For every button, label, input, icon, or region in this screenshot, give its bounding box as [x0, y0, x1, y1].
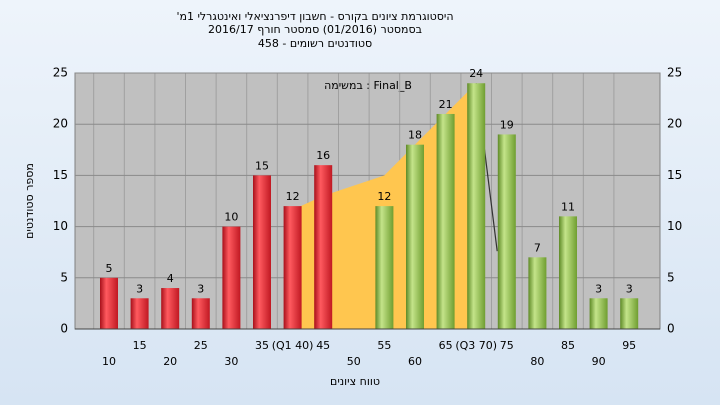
x-tick-label: (Q3 70): [455, 339, 497, 352]
title-line: היסטוגרמת ציונים בקורס - חשבון דיפרנציאל…: [176, 10, 453, 23]
y2-tick-label: 20: [667, 117, 682, 131]
y-axis-label: מספר סטודנטים: [23, 163, 36, 239]
x-tick-label: 25: [194, 339, 208, 352]
y-tick-label: 20: [53, 117, 68, 131]
value-label: 5: [106, 262, 113, 275]
x-tick-label: 80: [530, 355, 544, 368]
value-label: 10: [224, 211, 238, 224]
bar: [191, 298, 210, 329]
value-label: 12: [286, 190, 300, 203]
bar: [497, 134, 516, 329]
value-label: 21: [439, 98, 453, 111]
bar: [589, 298, 608, 329]
value-label: 3: [626, 282, 633, 295]
x-tick-label: 65: [439, 339, 453, 352]
bar: [436, 113, 455, 330]
x-tick-label: 95: [622, 339, 636, 352]
bar: [283, 206, 302, 329]
x-tick-label: 50: [347, 355, 361, 368]
x-tick-label: (Q1 40): [272, 339, 314, 352]
y-tick-label: 10: [53, 219, 68, 233]
title-line: בסמסטר (01/2016) סמסטר חורף 2016/17: [208, 23, 422, 36]
y-tick-label: 5: [60, 270, 68, 284]
value-label: 12: [377, 190, 391, 203]
y2-tick-label: 10: [667, 219, 682, 233]
value-label: 15: [255, 159, 269, 172]
x-tick-label: 90: [592, 355, 606, 368]
x-tick-label: 10: [102, 355, 116, 368]
value-label: 24: [469, 67, 483, 80]
y2-tick-label: 0: [667, 322, 675, 336]
y2-tick-label: 25: [667, 66, 682, 80]
y2-tick-label: 15: [667, 168, 682, 182]
x-tick-label: 15: [133, 339, 147, 352]
value-label: 3: [197, 282, 204, 295]
x-tick-label: 60: [408, 355, 422, 368]
value-label: 3: [595, 282, 602, 295]
bar: [100, 277, 118, 329]
bar: [559, 216, 577, 329]
bar: [467, 83, 486, 330]
x-tick-label: 30: [224, 355, 238, 368]
x-axis-label: טווח ציונים: [330, 375, 380, 388]
value-label: 3: [136, 282, 143, 295]
value-label: 19: [500, 118, 514, 131]
bar: [620, 298, 639, 329]
bar: [314, 165, 333, 329]
value-label: 7: [534, 241, 541, 254]
bar: [222, 226, 241, 329]
value-label: 18: [408, 129, 422, 142]
x-tick-label: 45: [316, 339, 330, 352]
y-tick-label: 25: [53, 66, 68, 80]
bar: [375, 206, 394, 329]
title-line: סטודנטים רשומים - 458: [258, 37, 372, 50]
x-tick-label: 85: [561, 339, 575, 352]
y-tick-label: 0: [60, 322, 68, 336]
bar: [130, 298, 149, 329]
value-label: 11: [561, 200, 575, 213]
x-tick-label: 20: [163, 355, 177, 368]
y-tick-label: 15: [53, 168, 68, 182]
bar: [528, 257, 547, 329]
x-tick-label: 75: [500, 339, 514, 352]
value-label: 4: [167, 272, 174, 285]
x-tick-label: 35: [255, 339, 269, 352]
x-tick-label: 55: [377, 339, 391, 352]
value-label: 16: [316, 149, 330, 162]
bar: [253, 175, 271, 329]
bar: [406, 144, 424, 329]
annotation: Final_B : במשימה: [324, 79, 412, 92]
bar: [161, 288, 180, 329]
y2-tick-label: 5: [667, 270, 675, 284]
